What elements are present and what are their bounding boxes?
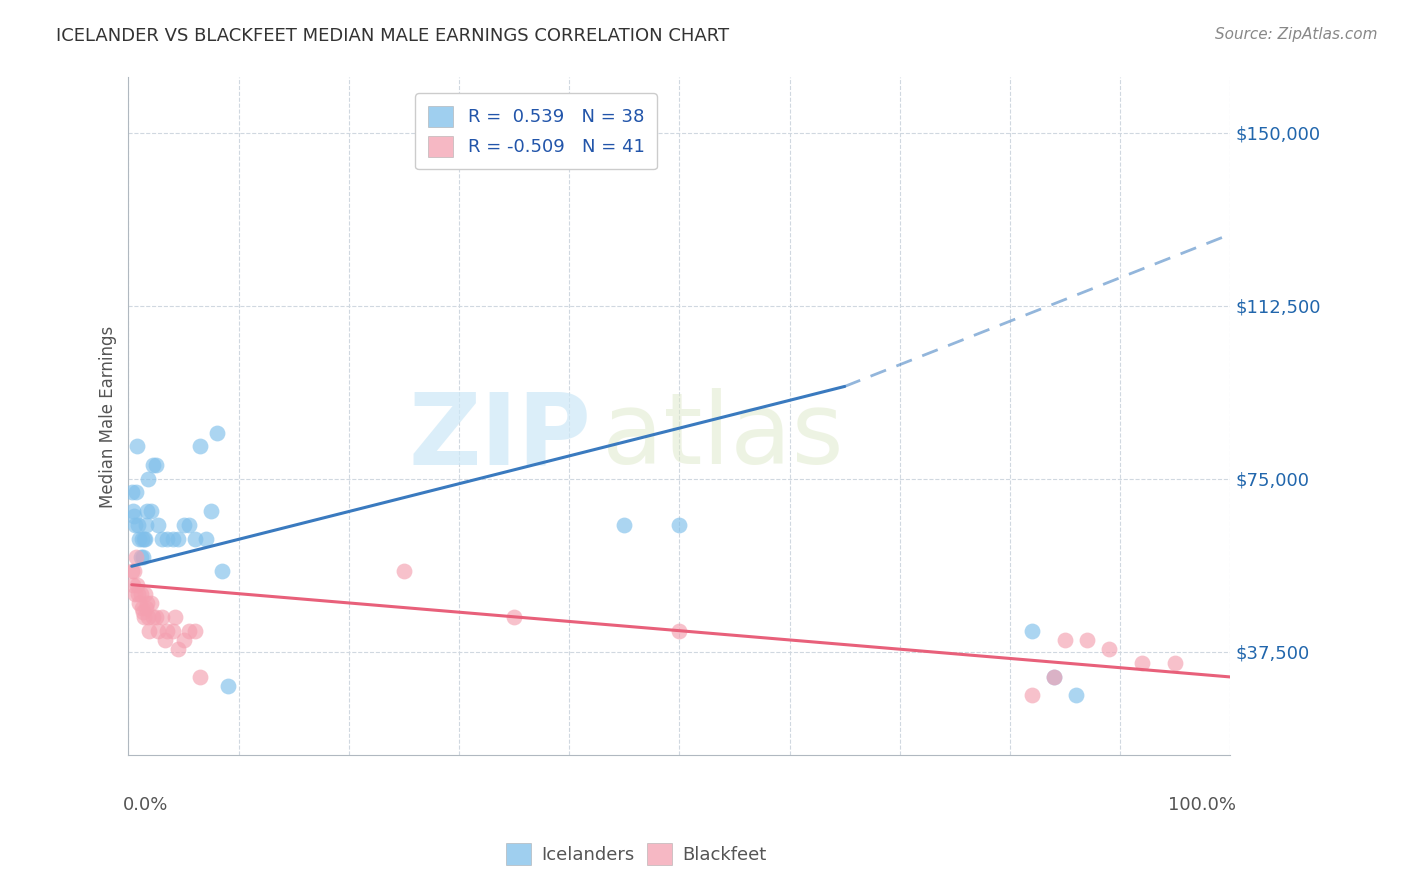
Point [125,485,148,500]
Point [142,458,165,472]
Point [136,472,159,486]
Point [132,532,155,546]
Point [1021,689,1043,703]
Point [125,549,148,564]
Point [156,624,179,638]
Point [124,517,146,532]
Text: 0.0%: 0.0% [122,796,169,814]
Point [138,624,160,638]
Point [183,532,205,546]
Point [128,532,150,546]
Point [131,600,153,615]
Point [188,439,211,453]
Point [156,532,179,546]
Point [122,504,145,518]
Point [132,606,155,620]
Point [150,532,173,546]
Point [127,578,149,592]
Point [122,508,145,523]
Point [124,587,146,601]
Point [142,610,165,624]
Point [134,532,156,546]
Point [129,549,152,564]
Point [163,610,186,624]
Point [194,532,217,546]
Point [1054,633,1077,648]
Point [173,517,195,532]
Point [153,633,176,648]
Text: ICELANDER VS BLACKFEET MEDIAN MALE EARNINGS CORRELATION CHART: ICELANDER VS BLACKFEET MEDIAN MALE EARNI… [56,27,730,45]
Point [668,624,690,638]
Text: Icelanders: Icelanders [541,846,634,863]
Point [135,600,157,615]
Point [503,610,526,624]
Point [188,670,211,684]
Point [392,564,415,578]
Point [135,517,157,532]
Point [127,517,149,532]
Y-axis label: Median Male Earnings: Median Male Earnings [100,326,117,508]
Point [136,610,159,624]
Point [167,642,190,657]
Point [162,532,184,546]
Point [128,596,150,610]
Point [613,517,636,532]
Point [183,624,205,638]
Point [129,587,152,601]
Text: atlas: atlas [602,388,844,485]
Point [1130,656,1153,670]
Point [205,425,228,440]
Point [217,679,239,693]
Point [131,532,153,546]
Point [145,610,167,624]
Point [148,624,170,638]
Point [139,596,162,610]
Point [127,439,149,453]
Text: Source: ZipAtlas.com: Source: ZipAtlas.com [1215,27,1378,42]
Point [1064,689,1087,703]
Point [211,564,233,578]
Point [148,517,170,532]
Point [121,485,143,500]
Point [136,504,159,518]
Point [136,596,159,610]
Point [1164,656,1187,670]
Point [1021,624,1043,638]
Legend: R =  0.539   N = 38, R = -0.509   N = 41: R = 0.539 N = 38, R = -0.509 N = 41 [415,94,657,169]
Point [162,624,184,638]
Point [150,610,173,624]
Point [1098,642,1121,657]
Point [200,504,222,518]
Point [122,578,145,592]
Point [177,517,200,532]
Point [173,633,195,648]
Point [1043,670,1066,684]
Text: ZIP: ZIP [408,388,592,485]
Point [132,610,155,624]
Point [668,517,690,532]
Text: 100.0%: 100.0% [1168,796,1236,814]
Point [145,458,167,472]
Point [1076,633,1098,648]
Point [177,624,200,638]
Point [121,564,143,578]
Point [127,587,149,601]
Point [167,532,190,546]
Point [132,549,155,564]
Text: Blackfeet: Blackfeet [682,846,766,863]
Point [122,564,145,578]
Point [1043,670,1066,684]
Point [134,587,156,601]
Point [139,504,162,518]
